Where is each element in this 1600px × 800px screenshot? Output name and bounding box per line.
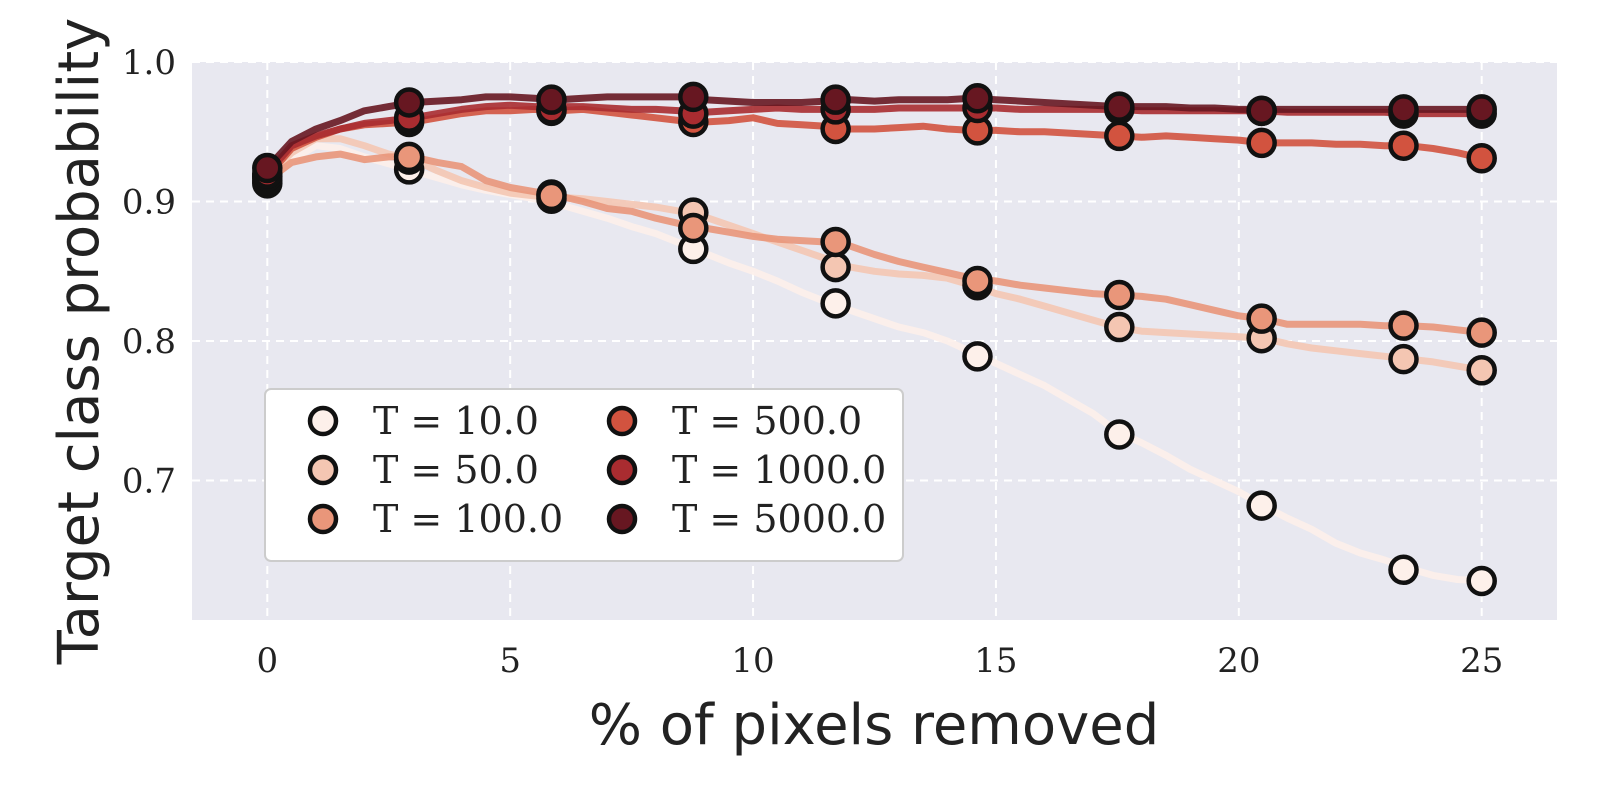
series-line-0 bbox=[263, 142, 1486, 585]
data-point bbox=[1246, 303, 1277, 334]
y-tick-labels: 0.7 0.8 0.9 1.0 bbox=[122, 43, 176, 502]
data-point bbox=[1246, 490, 1277, 521]
legend-marker bbox=[606, 405, 638, 437]
x-axis-label: % of pixels removed bbox=[589, 693, 1160, 758]
x-tick-label: 20 bbox=[1217, 641, 1260, 681]
data-point bbox=[252, 152, 283, 184]
x-tick-label: 5 bbox=[499, 641, 521, 681]
y-tick-label: 0.8 bbox=[122, 322, 176, 362]
data-point bbox=[536, 84, 567, 115]
legend-marker bbox=[606, 503, 638, 535]
data-point bbox=[820, 84, 851, 115]
series-lines bbox=[263, 93, 1486, 585]
series-line-3 bbox=[263, 105, 1486, 180]
data-point bbox=[1104, 91, 1135, 122]
data-point bbox=[1104, 311, 1135, 343]
data-point bbox=[1388, 310, 1419, 341]
data-point bbox=[1388, 130, 1419, 161]
data-point bbox=[820, 251, 851, 283]
data-point bbox=[1104, 120, 1135, 152]
y-tick-label: 1.0 bbox=[122, 43, 176, 83]
data-point bbox=[1466, 94, 1497, 125]
data-point bbox=[962, 341, 993, 372]
legend-marker bbox=[606, 454, 638, 486]
legend-box bbox=[264, 388, 904, 562]
legend-marker bbox=[307, 503, 339, 535]
legend-label: T = 50.0 bbox=[373, 448, 539, 492]
legend-label: T = 500.0 bbox=[672, 399, 862, 443]
legend-marker bbox=[307, 454, 339, 486]
data-point bbox=[1388, 94, 1419, 125]
data-point bbox=[1466, 355, 1497, 386]
y-tick-label: 0.7 bbox=[122, 462, 176, 502]
legend-label: T = 100.0 bbox=[373, 497, 563, 541]
legend-label: T = 1000.0 bbox=[672, 448, 886, 492]
data-point bbox=[820, 226, 851, 258]
data-point bbox=[962, 83, 993, 114]
legend: T = 10.0 T = 50.0 T = 100.0 T = 500.0 T = 10… bbox=[264, 388, 904, 562]
data-point bbox=[820, 288, 851, 319]
data-point bbox=[1246, 95, 1277, 127]
series-line-2 bbox=[263, 150, 1486, 337]
data-point bbox=[678, 212, 709, 244]
data-point bbox=[1388, 554, 1419, 586]
data-point bbox=[1466, 317, 1497, 348]
legend-marker bbox=[307, 405, 339, 437]
series-line-1 bbox=[263, 135, 1486, 374]
data-point bbox=[393, 141, 425, 173]
legend-label: T = 10.0 bbox=[373, 399, 539, 443]
x-tick-label: 15 bbox=[974, 641, 1017, 681]
data-point bbox=[1104, 419, 1135, 450]
x-tick-label: 10 bbox=[731, 641, 774, 681]
series-markers bbox=[252, 81, 1497, 597]
data-point bbox=[1104, 279, 1135, 311]
data-point bbox=[678, 81, 709, 113]
y-axis-label: Target class probability bbox=[47, 18, 112, 666]
legend-label: T = 5000.0 bbox=[672, 497, 886, 541]
data-point bbox=[1246, 127, 1277, 159]
x-tick-labels: 0 5 10 15 20 25 bbox=[256, 641, 1503, 681]
x-tick-label: 0 bbox=[256, 641, 278, 681]
data-point bbox=[1466, 565, 1497, 597]
x-tick-label: 25 bbox=[1460, 641, 1503, 681]
data-point bbox=[536, 180, 567, 212]
data-point bbox=[1466, 143, 1497, 174]
data-point bbox=[1388, 343, 1419, 375]
data-point bbox=[962, 265, 993, 297]
data-point bbox=[393, 87, 425, 118]
y-tick-label: 0.9 bbox=[122, 183, 176, 223]
series-line-5 bbox=[263, 93, 1486, 172]
